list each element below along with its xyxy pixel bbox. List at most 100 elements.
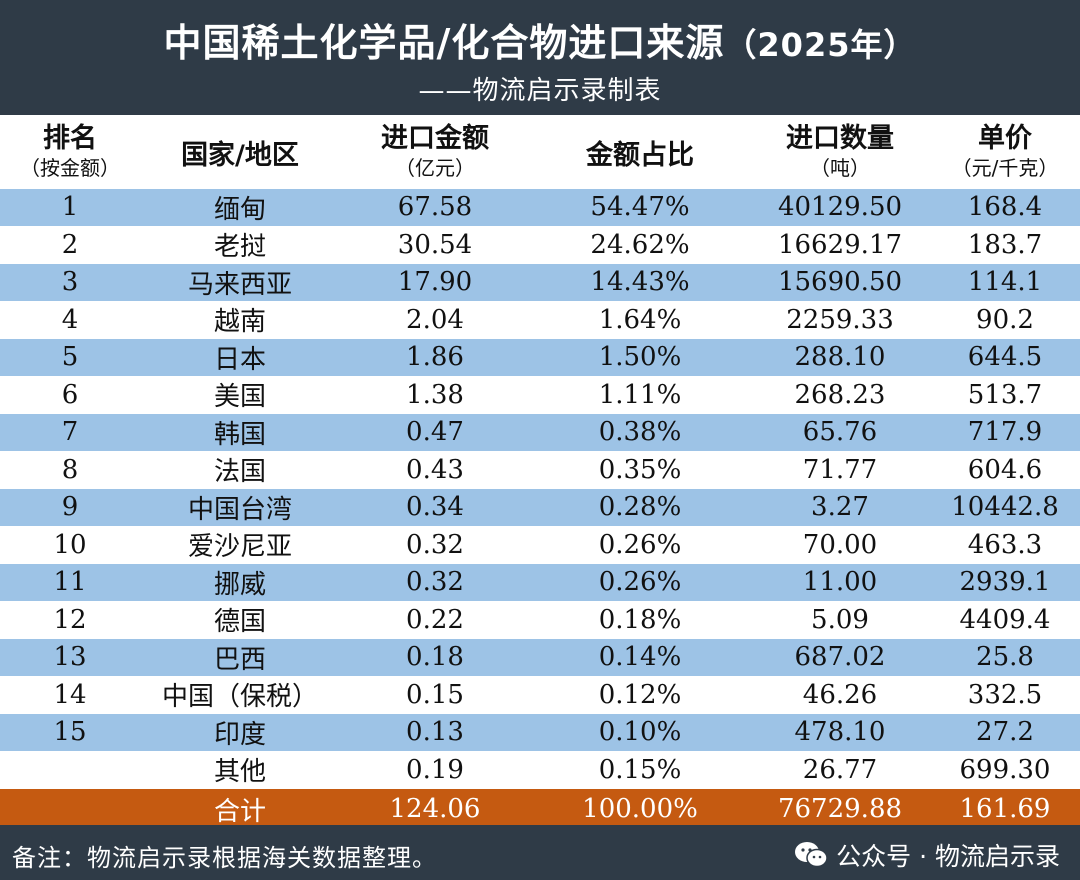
quantity-cell: 16629.17 xyxy=(777,229,903,260)
page-header: 中国稀土化学品/化合物进口来源（2025年） ——物流启示录制表 xyxy=(0,0,1080,115)
page-subtitle: ——物流启示录制表 xyxy=(418,76,662,106)
share-cell: 0.18% xyxy=(598,604,682,635)
header-share-label: 金额占比 xyxy=(586,139,694,171)
table-row: 11 挪威 0.32 0.26% 11.00 2939.1 xyxy=(0,564,1080,602)
price-cell: 114.1 xyxy=(967,267,1043,298)
country-cell: 美国 xyxy=(213,382,266,413)
price-cell: 717.9 xyxy=(967,417,1043,448)
price-cell: 644.5 xyxy=(967,342,1043,373)
country-cell: 挪威 xyxy=(213,569,266,600)
table-row: 其他 0.19 0.15% 26.77 699.30 xyxy=(0,751,1080,789)
country-cell: 日本 xyxy=(213,344,266,375)
title-year: （2025年） xyxy=(724,26,917,64)
header-price-label: 单价 xyxy=(978,123,1032,154)
quantity-cell: 2259.33 xyxy=(786,304,894,335)
price-cell: 513.7 xyxy=(967,379,1043,410)
rank-cell: 3 xyxy=(61,267,79,298)
country-cell: 法国 xyxy=(213,457,266,488)
footer-brand-text: 公众号 · 物流启示录 xyxy=(836,842,1060,871)
table-body: 1 缅甸 67.58 54.47% 40129.50 168.4 2 老挝 30.54 24.62… xyxy=(0,189,1080,789)
table-row: 8 法国 0.43 0.35% 71.77 604.6 xyxy=(0,451,1080,489)
rank-cell: 1 xyxy=(61,192,79,223)
header-amount-sub: （亿元） xyxy=(395,156,475,180)
table-row: 12 德国 0.22 0.18% 5.09 4409.4 xyxy=(0,601,1080,639)
rank-cell: 8 xyxy=(61,454,79,485)
share-cell: 1.50% xyxy=(598,342,682,373)
quantity-cell: 5.09 xyxy=(811,604,869,635)
quantity-cell: 11.00 xyxy=(802,567,878,598)
rank-cell: 5 xyxy=(61,342,79,373)
title-text: 中国稀土化学品/化合物进口来源 xyxy=(163,21,725,65)
table-row: 7 韩国 0.47 0.38% 65.76 717.9 xyxy=(0,414,1080,452)
country-cell: 德国 xyxy=(213,607,266,638)
amount-cell: 2.04 xyxy=(406,304,464,335)
rank-cell: 9 xyxy=(61,492,79,523)
price-cell: 4409.4 xyxy=(959,604,1051,635)
rank-cell: 7 xyxy=(61,417,79,448)
quantity-cell: 478.10 xyxy=(794,717,886,748)
share-cell: 1.64% xyxy=(598,304,682,335)
country-cell: 缅甸 xyxy=(213,194,266,225)
price-cell: 27.2 xyxy=(976,717,1034,748)
page-footer: 备注：物流启示录根据海关数据整理。 公众号 · 物流启示录 xyxy=(0,825,1080,880)
rank-cell: 4 xyxy=(61,304,79,335)
amount-cell: 0.18 xyxy=(406,642,464,673)
price-cell: 168.4 xyxy=(967,192,1043,223)
amount-cell: 0.47 xyxy=(406,417,464,448)
share-cell: 24.62% xyxy=(590,229,690,260)
table-row: 14 中国（保税） 0.15 0.12% 46.26 332.5 xyxy=(0,676,1080,714)
header-quantity-sub: （吨） xyxy=(810,156,870,180)
quantity-cell: 46.26 xyxy=(802,679,878,710)
total-price: 161.69 xyxy=(959,794,1051,824)
share-cell: 14.43% xyxy=(590,267,690,298)
share-cell: 0.26% xyxy=(598,529,682,560)
amount-cell: 1.38 xyxy=(406,379,464,410)
price-cell: 604.6 xyxy=(967,454,1043,485)
rank-cell: 2 xyxy=(61,229,79,260)
table-row: 6 美国 1.38 1.11% 268.23 513.7 xyxy=(0,376,1080,414)
amount-cell: 0.34 xyxy=(406,492,464,523)
footer-note: 备注：物流启示录根据海关数据整理。 xyxy=(12,844,437,872)
quantity-cell: 15690.50 xyxy=(777,267,903,298)
total-quantity: 76729.88 xyxy=(777,794,903,824)
quantity-cell: 687.02 xyxy=(794,642,886,673)
rank-cell: 14 xyxy=(53,679,87,710)
share-cell: 1.11% xyxy=(598,379,682,410)
quantity-cell: 288.10 xyxy=(794,342,886,373)
price-cell: 10442.8 xyxy=(951,492,1059,523)
amount-cell: 0.32 xyxy=(406,567,464,598)
header-rank-sub: （按金额） xyxy=(20,156,120,180)
rank-cell: 15 xyxy=(53,717,87,748)
table-row: 5 日本 1.86 1.50% 288.10 644.5 xyxy=(0,339,1080,377)
table-row: 2 老挝 30.54 24.62% 16629.17 183.7 xyxy=(0,226,1080,264)
header-country: 国家/地区 xyxy=(140,133,340,172)
country-cell: 老挝 xyxy=(213,232,266,263)
total-amount: 124.06 xyxy=(389,794,481,824)
amount-cell: 0.13 xyxy=(406,717,464,748)
price-cell: 463.3 xyxy=(967,529,1043,560)
share-cell: 0.38% xyxy=(598,417,682,448)
table-row: 10 爱沙尼亚 0.32 0.26% 70.00 463.3 xyxy=(0,526,1080,564)
country-cell: 马来西亚 xyxy=(187,269,292,300)
rank-cell: 13 xyxy=(53,642,87,673)
header-price-sub: （元/千克） xyxy=(951,156,1059,180)
price-cell: 332.5 xyxy=(967,679,1043,710)
amount-cell: 1.86 xyxy=(406,342,464,373)
country-cell: 中国（保税） xyxy=(161,682,318,713)
quantity-cell: 71.77 xyxy=(802,454,878,485)
table-row: 3 马来西亚 17.90 14.43% 15690.50 114.1 xyxy=(0,264,1080,302)
amount-cell: 67.58 xyxy=(397,192,473,223)
header-amount-label: 进口金额 xyxy=(381,123,489,154)
price-cell: 699.30 xyxy=(959,754,1051,785)
table-row: 15 印度 0.13 0.10% 478.10 27.2 xyxy=(0,714,1080,752)
wechat-icon xyxy=(794,841,828,869)
amount-cell: 17.90 xyxy=(397,267,473,298)
page-title: 中国稀土化学品/化合物进口来源（2025年） xyxy=(0,12,1080,67)
country-cell: 越南 xyxy=(213,307,266,338)
share-cell: 0.15% xyxy=(598,754,682,785)
rank-cell: 12 xyxy=(53,604,87,635)
share-cell: 0.12% xyxy=(598,679,682,710)
share-cell: 54.47% xyxy=(590,192,690,223)
header-rank-label: 排名 xyxy=(43,123,97,154)
quantity-cell: 268.23 xyxy=(794,379,886,410)
